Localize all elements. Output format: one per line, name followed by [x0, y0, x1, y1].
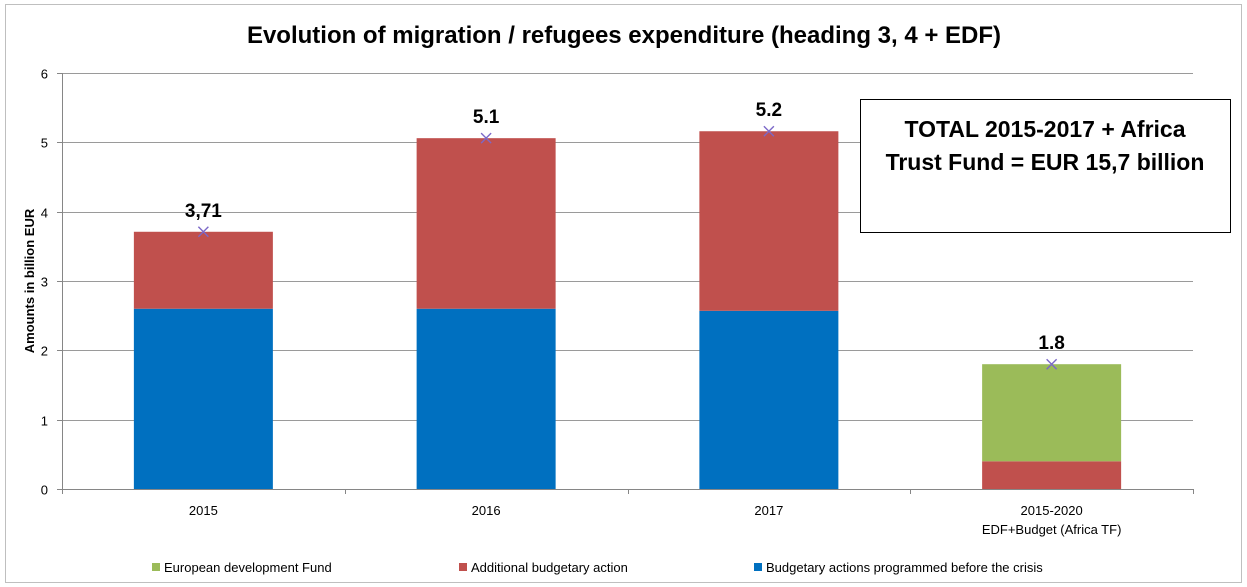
x-tick-label: 2016	[472, 503, 501, 518]
bar-segment	[133, 308, 273, 489]
bar-segment	[699, 310, 839, 489]
data-label: 5.1	[473, 107, 500, 128]
total-marker	[763, 125, 775, 137]
y-tick-label: 3	[41, 275, 48, 290]
annotation-box: TOTAL 2015-2017 + Africa Trust Fund = EU…	[860, 99, 1231, 233]
x-tick-sublabel: EDF+Budget (Africa TF)	[982, 522, 1122, 537]
bar-segment	[699, 131, 839, 311]
x-tick-label: 2015-2020	[1021, 503, 1083, 518]
bar-segment	[133, 231, 273, 309]
y-tick-label: 6	[41, 67, 48, 82]
total-marker	[480, 132, 492, 144]
bar-segment	[416, 308, 556, 489]
chart-title: Evolution of migration / refugees expend…	[247, 22, 1001, 49]
y-tick-label: 5	[41, 136, 48, 151]
annotation-box-frame	[860, 99, 1231, 233]
legend-swatch	[152, 563, 160, 571]
legend-label: European development Fund	[164, 560, 332, 575]
bars	[133, 131, 1122, 489]
y-axis-label: Amounts in billion EUR	[22, 208, 37, 353]
legend-label: Additional budgetary action	[471, 560, 628, 575]
total-marker	[197, 226, 209, 238]
data-label: 5.2	[756, 100, 782, 121]
y-tick-label: 0	[41, 483, 48, 498]
bar-segment	[982, 461, 1122, 489]
bar-segment	[416, 138, 556, 309]
annotation-line-2: Trust Fund = EUR 15,7 billion	[886, 149, 1205, 175]
y-tick-label: 4	[41, 206, 48, 221]
legend-swatch	[754, 563, 762, 571]
y-tick-label: 1	[41, 414, 48, 429]
x-tick-label: 2015	[189, 503, 218, 518]
axes: 0 1 2 3 4 5 6 2015 2016 2017 2015-2020 EDF+Budget (…	[41, 67, 1194, 537]
bar-segment	[982, 364, 1122, 462]
data-label: 3,71	[185, 201, 222, 222]
legend-label: Budgetary actions programmed before the …	[766, 560, 1043, 575]
x-tick-label: 2017	[754, 503, 783, 518]
total-marker	[1046, 358, 1058, 370]
legend-swatch	[459, 563, 467, 571]
data-labels: 3,71 5.1 5.2 1.8	[185, 100, 1065, 370]
legend: European development Fund Additional budg…	[152, 560, 1043, 575]
data-label: 1.8	[1038, 333, 1064, 354]
annotation-line-1: TOTAL 2015-2017 + Africa	[904, 116, 1185, 142]
y-tick-label: 2	[41, 344, 48, 359]
